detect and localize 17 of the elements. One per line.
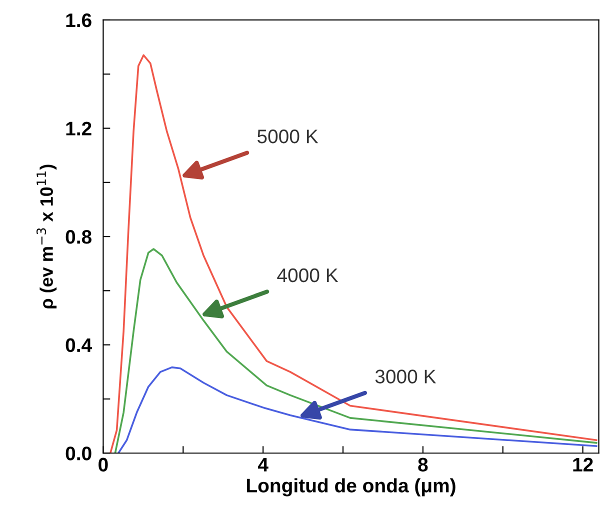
x-tick-label: 4 [258,458,268,472]
line-series [114,248,598,454]
annotation: 5000 K [258,130,318,144]
y-tick-label: 0.4 [66,338,92,352]
annotation: 3000 K [375,370,436,384]
y-tick-label: 0.0 [66,446,92,460]
x-tick-label: 0 [98,458,108,472]
y-tick-label: 0.8 [66,230,92,244]
x-axis-title: Longitud de onda (μm) [246,478,456,496]
line-series [109,54,598,454]
line-series [117,366,598,454]
annotation: 4000 K [277,268,338,282]
x-tick-label: 12 [573,458,593,472]
x-tick-label: 8 [418,458,428,472]
y-tick-label: 1.6 [66,13,92,28]
y-axis-title: ρ (ev m$^{−3}$ x 10$^{11}$) [36,164,57,308]
y-tick-label: 1.2 [66,122,92,136]
